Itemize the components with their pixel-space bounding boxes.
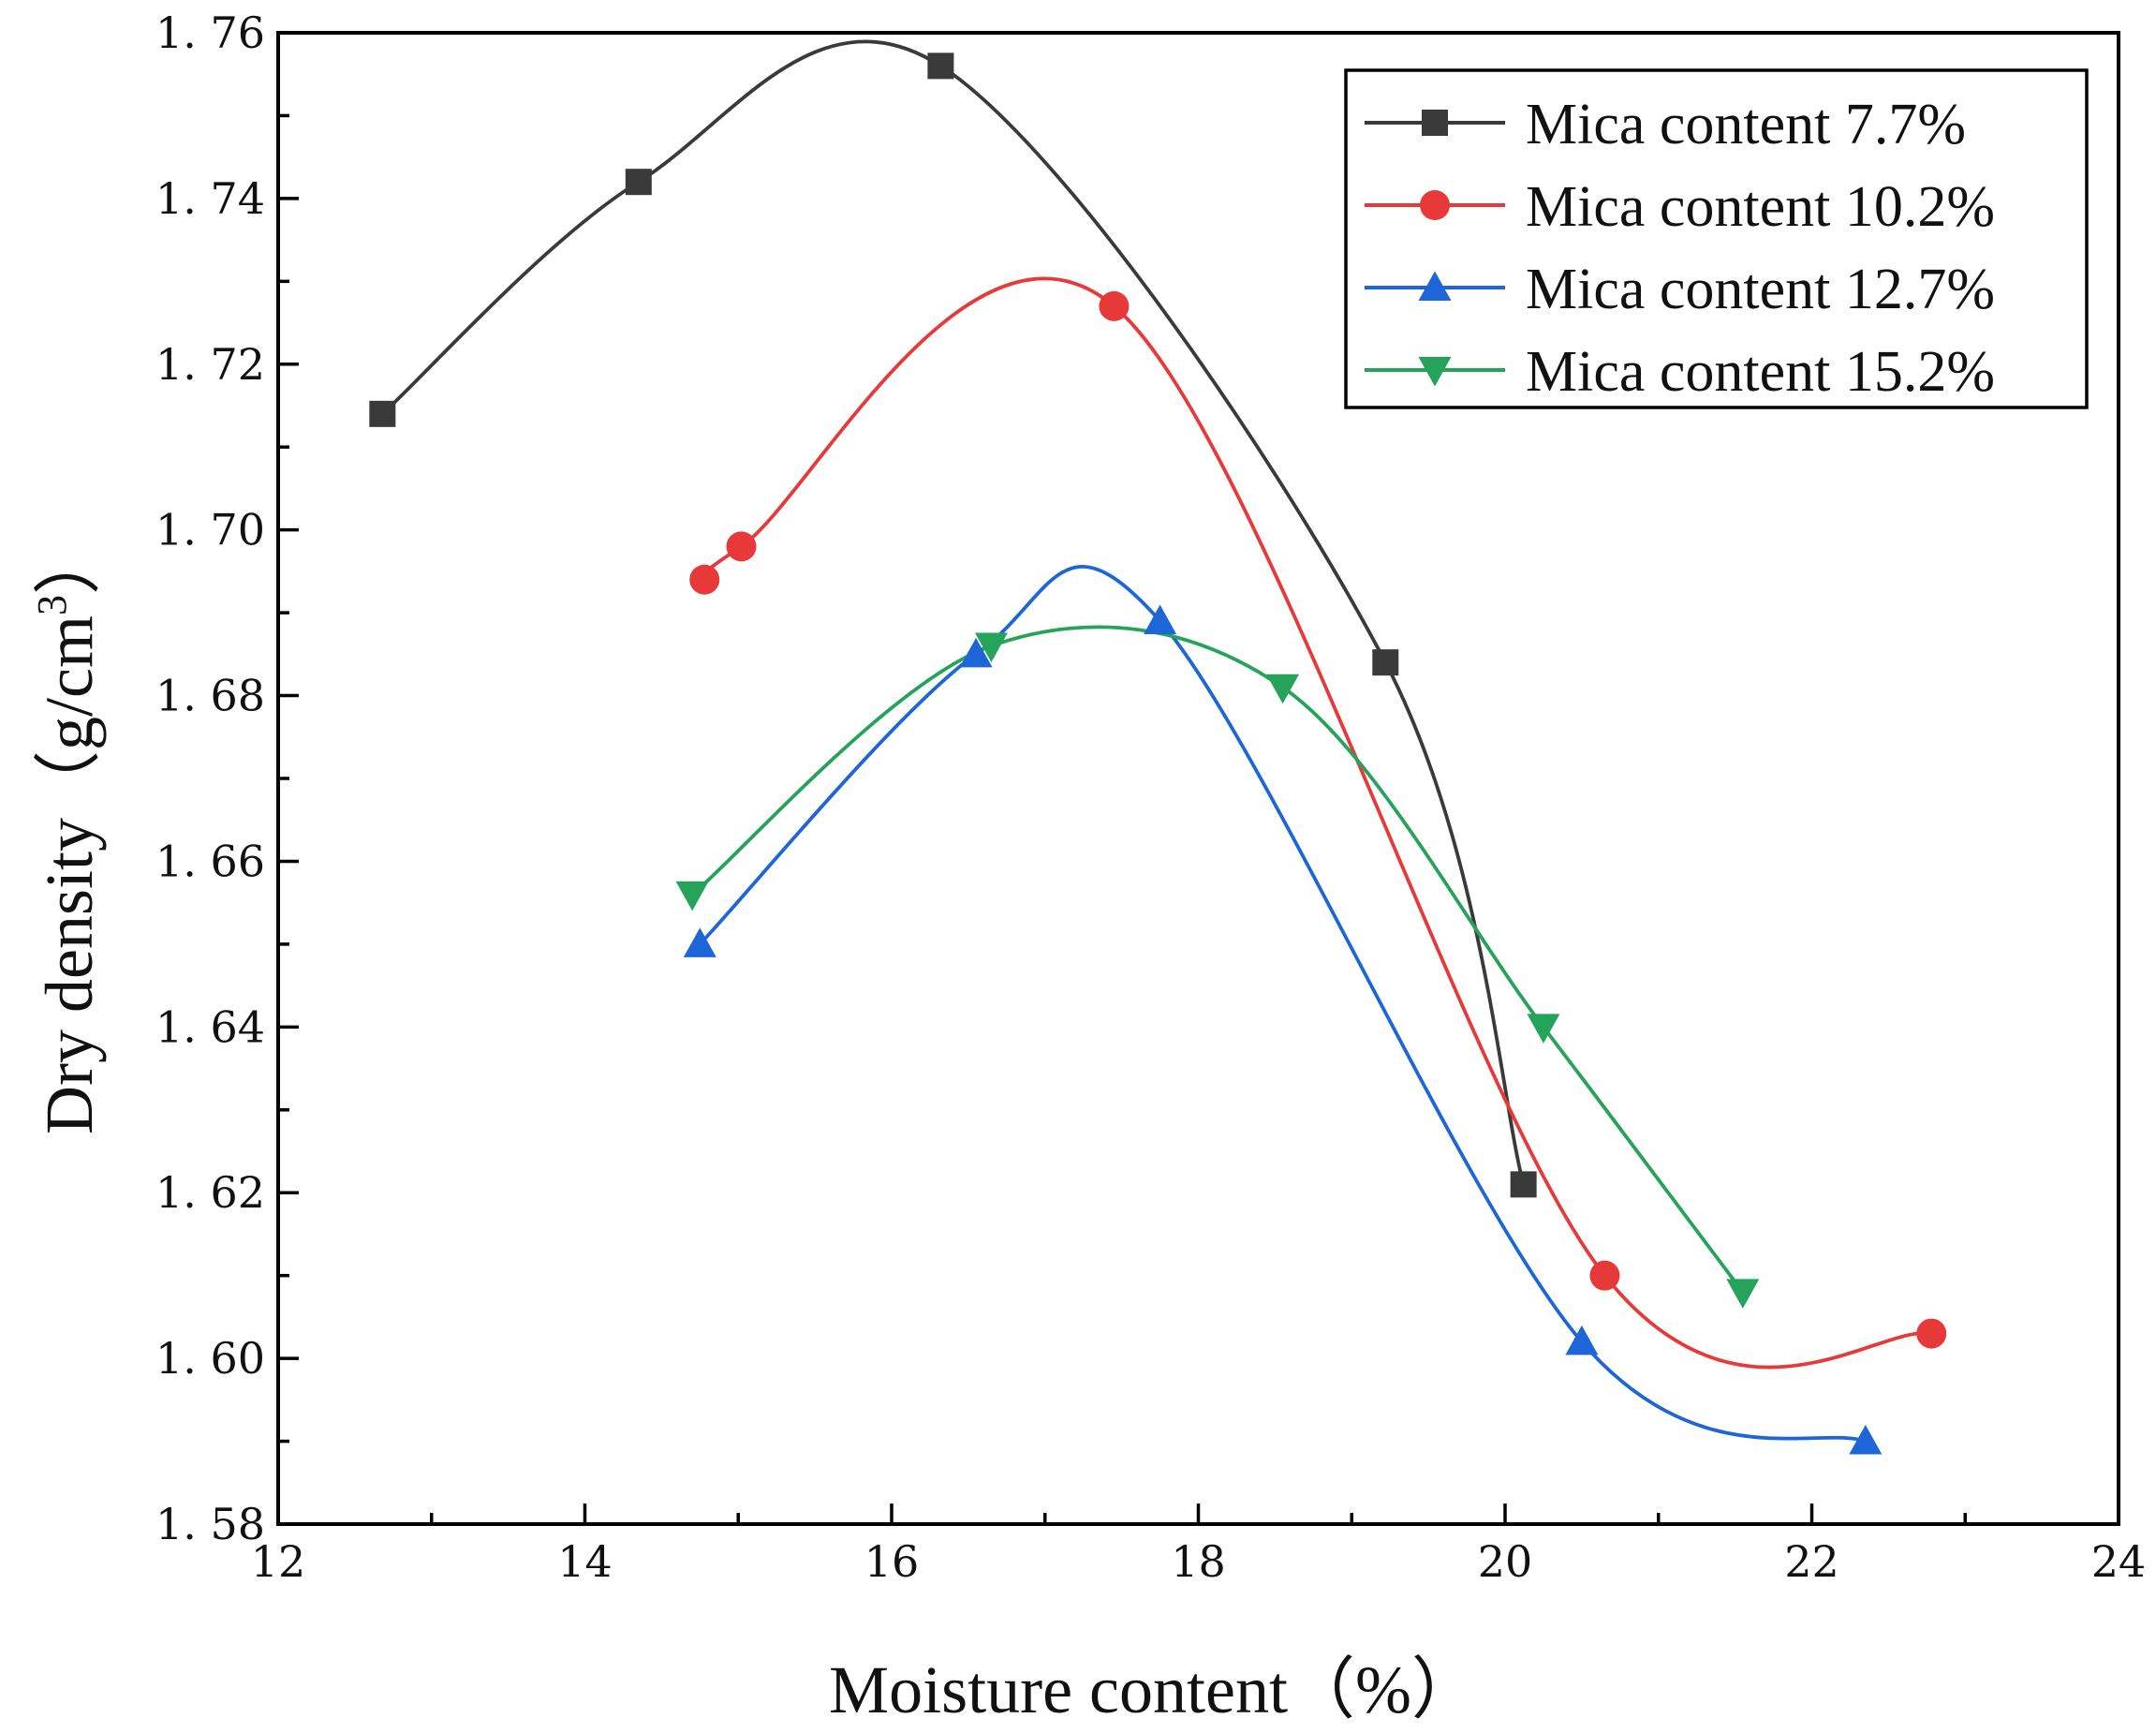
x-tick-label: 12: [251, 1536, 306, 1587]
series-1-point: [1510, 1171, 1537, 1198]
x-tick-label: 16: [864, 1536, 920, 1587]
y-tick-label: 1. 74: [155, 173, 265, 224]
legend-label-2: Mica content 10.2%: [1526, 175, 1995, 239]
series-2-point: [1916, 1318, 1947, 1349]
legend-box: [1344, 68, 2089, 409]
x-axis-title: Moisture content（%）: [829, 1652, 1479, 1727]
series-1-point: [1372, 649, 1399, 676]
series-2-point: [689, 564, 720, 595]
x-tick-label: 20: [1478, 1536, 1533, 1587]
markers-layer: [369, 52, 1947, 1455]
series-4-point: [1726, 1279, 1760, 1309]
legend-label-3: Mica content 12.7%: [1526, 258, 1995, 321]
series-3-point: [1565, 1325, 1599, 1355]
y-axis-title-superscript: 3: [29, 595, 75, 615]
legend-marker-3: [1418, 271, 1452, 301]
series-1-point: [927, 52, 954, 80]
series-4-point: [1527, 1014, 1560, 1044]
y-axis-title: Dry density（g/cm3）: [29, 527, 107, 1134]
y-axis-title-end: ）: [32, 527, 107, 595]
y-tick-label: 1. 70: [155, 505, 265, 555]
axes-layer: 12 14 16 18 20 22 24 1. 58 1. 60 1. 62 1. 64 1. 66 1…: [155, 7, 2146, 1587]
x-tick-label: 14: [557, 1536, 613, 1587]
series-line-4: [690, 625, 1745, 1294]
y-tick-label: 1. 58: [155, 1499, 265, 1549]
series-3-point: [1144, 604, 1177, 634]
series-1-point: [625, 169, 652, 196]
x-tick-label: 18: [1171, 1536, 1226, 1587]
y-tick-label: 1. 68: [155, 671, 265, 721]
series-line-2: [698, 276, 1932, 1370]
legend-label-4: Mica content 15.2%: [1526, 340, 1995, 404]
legend-marker-1: [1422, 110, 1448, 136]
legend-marker-4: [1418, 357, 1452, 387]
legend: Mica content 7.7% Mica content 10.2% Mica …: [1344, 68, 2089, 409]
y-tick-label: 1. 64: [155, 1001, 265, 1052]
y-tick-label: 1. 60: [155, 1333, 265, 1384]
series-line-3: [698, 565, 1867, 1444]
legend-label-1: Mica content 7.7%: [1526, 93, 1966, 156]
series-4-point: [974, 632, 1008, 662]
series-2-point: [726, 531, 757, 562]
series-3-point: [683, 927, 716, 957]
x-tick-label: 24: [2091, 1536, 2147, 1587]
curves-layer: [381, 39, 1932, 1444]
series-3-point: [959, 637, 993, 668]
legend-marker-2: [1420, 190, 1450, 220]
series-line-1: [381, 39, 1526, 1185]
y-tick-label: 1. 72: [155, 339, 265, 390]
series-3-point: [1849, 1425, 1883, 1455]
series-4-point: [675, 881, 709, 911]
y-tick-label: 1. 76: [155, 7, 265, 58]
y-tick-label: 1. 62: [155, 1167, 265, 1218]
series-1-point: [369, 400, 396, 427]
y-tick-label: 1. 66: [155, 836, 265, 886]
y-axis-title-main: Dry density（g/cm: [32, 615, 107, 1134]
series-4-point: [1266, 674, 1300, 704]
series-2-point: [1099, 290, 1130, 321]
series-2-point: [1589, 1260, 1620, 1291]
x-tick-label: 22: [1784, 1536, 1839, 1587]
